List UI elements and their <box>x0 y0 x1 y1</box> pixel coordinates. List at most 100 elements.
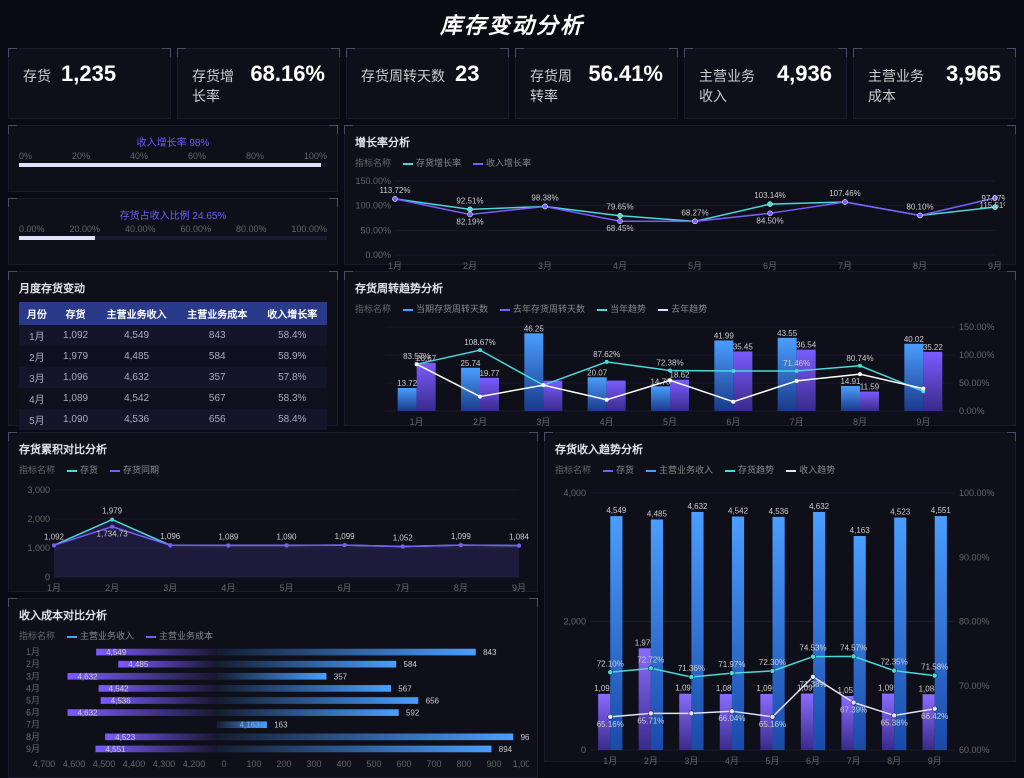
svg-text:7月: 7月 <box>838 261 852 271</box>
svg-text:5月: 5月 <box>26 696 40 706</box>
kpi-label: 存货周转率 <box>530 66 578 106</box>
svg-text:2月: 2月 <box>644 756 658 766</box>
svg-text:4,163: 4,163 <box>850 526 871 535</box>
svg-text:6月: 6月 <box>763 261 777 271</box>
svg-text:72.10%: 72.10% <box>597 659 624 668</box>
svg-text:87.62%: 87.62% <box>593 350 620 359</box>
table-header: 收入增长率 <box>258 302 327 325</box>
svg-text:4,632: 4,632 <box>77 709 98 718</box>
svg-text:1,000: 1,000 <box>513 759 529 769</box>
svg-text:600: 600 <box>396 759 411 769</box>
svg-text:4月: 4月 <box>600 417 614 427</box>
svg-text:4,551: 4,551 <box>931 506 952 515</box>
svg-text:72.72%: 72.72% <box>637 655 664 664</box>
svg-text:60.00%: 60.00% <box>959 745 990 755</box>
svg-text:1,052: 1,052 <box>393 533 414 542</box>
svg-text:19.77: 19.77 <box>479 369 500 378</box>
svg-text:1月: 1月 <box>410 417 424 427</box>
table-row: 1月1,0924,54984358.4% <box>19 325 327 346</box>
svg-text:9月: 9月 <box>916 417 930 427</box>
kpi-row: 存货 1,235 存货增长率 68.16% 存货周转天数 23 存货周转率 56… <box>8 48 1016 119</box>
progress-fill <box>19 163 321 167</box>
svg-text:2月: 2月 <box>26 659 40 669</box>
svg-text:0.00%: 0.00% <box>365 250 391 260</box>
svg-text:1,096: 1,096 <box>160 532 181 541</box>
svg-text:50.00%: 50.00% <box>360 225 391 235</box>
kpi-label: 主营业务收入 <box>699 66 767 106</box>
svg-text:4,485: 4,485 <box>647 509 668 518</box>
svg-text:2月: 2月 <box>473 417 487 427</box>
progress-label: 收入增长率 98% <box>19 134 327 149</box>
svg-text:43.55: 43.55 <box>777 329 798 338</box>
svg-text:6月: 6月 <box>806 756 820 766</box>
svg-text:9月: 9月 <box>26 744 40 754</box>
svg-text:4,700: 4,700 <box>33 759 56 769</box>
svg-text:66.42%: 66.42% <box>921 712 948 721</box>
kpi-value: 4,936 <box>777 61 832 87</box>
svg-text:8月: 8月 <box>913 261 927 271</box>
svg-text:92.51%: 92.51% <box>456 196 483 205</box>
kpi-label: 存货周转天数 <box>361 66 445 86</box>
svg-text:8月: 8月 <box>26 732 40 742</box>
svg-text:68.27%: 68.27% <box>681 208 708 217</box>
panel-title: 增长率分析 <box>355 134 1005 150</box>
svg-text:150.00%: 150.00% <box>959 322 995 332</box>
kpi-card: 存货增长率 68.16% <box>177 48 340 119</box>
svg-text:14.91: 14.91 <box>840 377 861 386</box>
svg-text:8月: 8月 <box>887 756 901 766</box>
legend: 指标名称主营业务收入主营业务成本 <box>19 629 527 642</box>
turnover-chart-panel: 存货周转趋势分析 指标名称当期存货周转天数去年存货周转天数当年趋势去年趋势 0.… <box>344 271 1016 426</box>
svg-text:11.59: 11.59 <box>860 383 880 392</box>
legend: 指标名称存货主营业务收入存货趋势收入趋势 <box>555 463 1005 476</box>
table-panel: 月度存货变动 月份存货主营业务收入主营业务成本收入增长率1月1,0924,549… <box>8 271 338 426</box>
svg-text:41.99: 41.99 <box>714 331 735 340</box>
svg-text:25.74: 25.74 <box>460 359 481 368</box>
svg-text:0: 0 <box>221 759 226 769</box>
svg-text:68.45%: 68.45% <box>606 224 633 233</box>
svg-text:1,000: 1,000 <box>27 543 50 553</box>
svg-text:2,000: 2,000 <box>563 617 586 627</box>
rev-chart-panel: 收入成本对比分析 指标名称主营业务收入主营业务成本 4,7004,6004,50… <box>8 598 538 778</box>
svg-text:72.30%: 72.30% <box>759 658 786 667</box>
svg-text:6月: 6月 <box>726 417 740 427</box>
svg-text:3,000: 3,000 <box>27 485 50 495</box>
progress-ticks: 0.00%20.00%40.00%60.00%80.00%100.00% <box>19 224 327 234</box>
svg-text:4,300: 4,300 <box>153 759 176 769</box>
svg-text:1,092: 1,092 <box>44 532 65 541</box>
svg-text:4,632: 4,632 <box>809 502 830 511</box>
svg-text:79.65%: 79.65% <box>606 203 633 212</box>
kpi-card: 主营业务成本 3,965 <box>853 48 1016 119</box>
svg-text:1月: 1月 <box>388 261 402 271</box>
svg-text:66.04%: 66.04% <box>718 714 745 723</box>
svg-text:113.72%: 113.72% <box>380 186 411 195</box>
svg-text:100.00%: 100.00% <box>959 350 995 360</box>
svg-text:1月: 1月 <box>26 647 40 657</box>
svg-text:2,000: 2,000 <box>27 514 50 524</box>
svg-text:5月: 5月 <box>279 583 293 593</box>
svg-text:4,551: 4,551 <box>105 745 126 754</box>
acc-chart-panel: 存货累积对比分析 指标名称存货存货同期 01,0002,0003,0001月2月… <box>8 432 538 592</box>
table-header: 存货 <box>55 302 96 325</box>
svg-text:46.25: 46.25 <box>524 324 545 333</box>
svg-text:71.58%: 71.58% <box>921 663 948 672</box>
svg-text:4,542: 4,542 <box>728 507 749 516</box>
svg-text:4,485: 4,485 <box>128 660 149 669</box>
svg-text:3月: 3月 <box>163 583 177 593</box>
svg-text:82.19%: 82.19% <box>456 217 483 226</box>
progress-panel: 存货占收入比例 24.65% 0.00%20.00%40.00%60.00%80… <box>8 198 338 265</box>
svg-text:115.51%: 115.51% <box>980 201 1006 210</box>
svg-text:4,549: 4,549 <box>106 648 127 657</box>
kpi-value: 3,965 <box>946 61 1001 87</box>
svg-text:9月: 9月 <box>988 261 1002 271</box>
svg-text:1月: 1月 <box>47 583 61 593</box>
kpi-card: 主营业务收入 4,936 <box>684 48 847 119</box>
panel-title: 月度存货变动 <box>19 280 327 296</box>
svg-text:584: 584 <box>404 660 418 669</box>
svg-text:100.00%: 100.00% <box>355 201 391 211</box>
svg-text:3月: 3月 <box>538 261 552 271</box>
svg-text:1,099: 1,099 <box>451 532 472 541</box>
progress-track <box>19 236 327 240</box>
svg-text:40.02: 40.02 <box>904 335 925 344</box>
svg-text:4,000: 4,000 <box>563 488 586 498</box>
svg-text:50.00%: 50.00% <box>959 378 990 388</box>
